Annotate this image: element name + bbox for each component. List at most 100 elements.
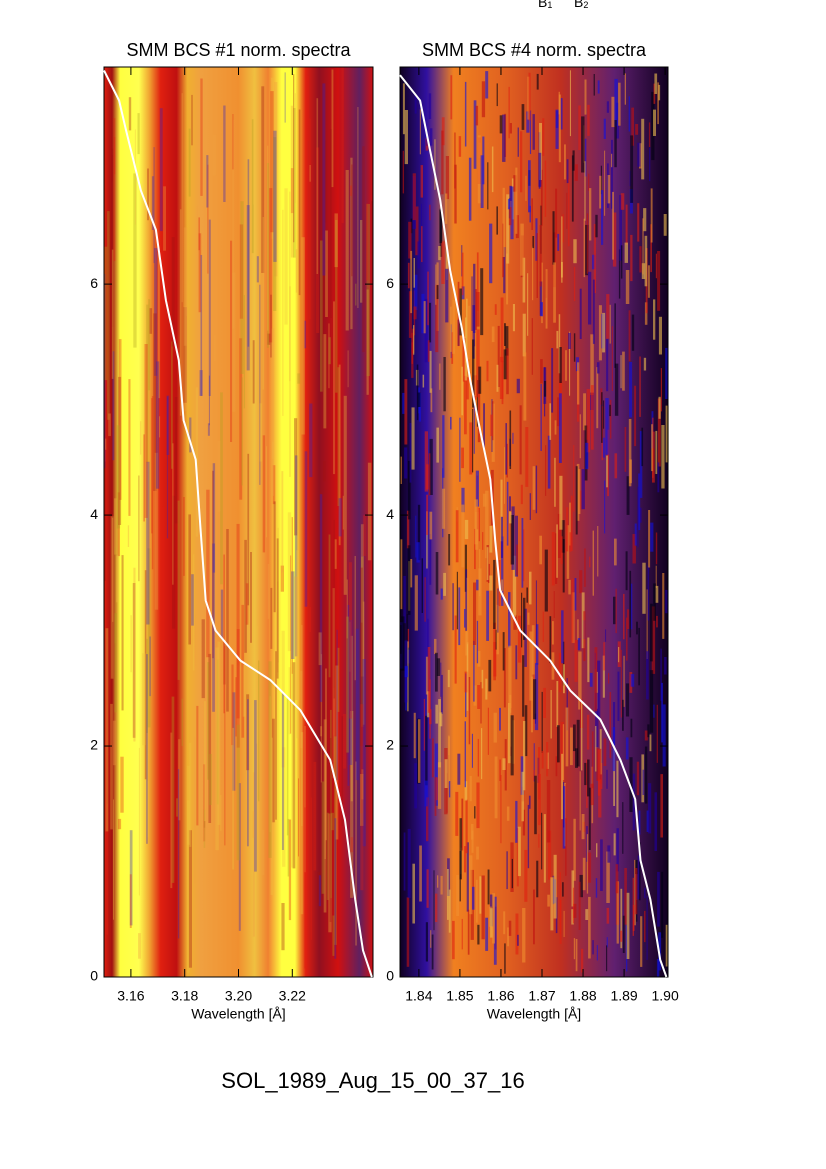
x-tick-label: 3.18 (171, 988, 198, 1004)
spectrogram-streak (539, 225, 542, 287)
spectrogram-streak (269, 696, 272, 833)
y-tick-label: 6 (90, 275, 98, 291)
spectrogram-streak (350, 837, 353, 853)
spectrogram-streak (232, 119, 235, 329)
spectrogram-streak (464, 375, 467, 435)
data-line (103, 70, 373, 978)
spectrogram-streak (586, 834, 589, 894)
spectrogram-streak (236, 629, 240, 748)
spectrogram-streak (614, 453, 618, 479)
spectrogram-streak (554, 457, 556, 507)
spectrogram-streak (586, 759, 588, 808)
spectrogram-streak (454, 132, 456, 189)
x-tick-label: 1.86 (487, 988, 514, 1004)
spectrogram-streak (412, 863, 415, 924)
spectrogram-streak (149, 308, 153, 334)
spectrogram-streak (508, 703, 511, 764)
spectrogram-streak (626, 617, 628, 661)
spectrogram-streak (239, 224, 244, 319)
spectrogram-streak (599, 748, 602, 784)
spectrogram-streak (114, 547, 116, 644)
spectrogram-streak (256, 626, 258, 744)
spectrogram-streak (111, 249, 114, 379)
spectrogram-streak (634, 385, 637, 447)
spectrogram-streak (259, 403, 263, 462)
spectrogram-streak (464, 781, 468, 801)
x-tick-label: 3.20 (225, 988, 252, 1004)
spectrogram-streak (474, 346, 476, 396)
spectrogram-streak (301, 625, 303, 826)
spectrogram-streak (291, 571, 295, 659)
spectrogram-streak (531, 625, 535, 675)
spectrogram-streak (469, 776, 472, 802)
spectrogram-streak (517, 615, 522, 663)
spectrogram-streak (105, 628, 109, 832)
spectrogram-streak (130, 615, 132, 673)
spectrogram-streak (589, 672, 593, 687)
spectrogram-streak (525, 427, 529, 487)
spectrogram-streak (644, 887, 646, 899)
spectrogram-streak (142, 653, 146, 746)
spectrogram-streak (545, 445, 547, 496)
spectrogram-streak (563, 910, 565, 937)
spectrogram-streak (546, 780, 551, 843)
spectrogram-streak (510, 715, 514, 776)
spectrogram-streak (429, 438, 433, 495)
spectrogram-streak (158, 416, 161, 438)
x-tick-label: 1.85 (446, 988, 473, 1004)
spectrogram-streak (589, 188, 592, 241)
spectrogram-streak (521, 104, 525, 130)
spectrogram-streak (536, 860, 539, 898)
spectrogram-streak (271, 328, 275, 496)
spectrogram-streak (650, 603, 653, 662)
spectrogram-streak (347, 350, 349, 388)
spectrogram-streak (658, 84, 661, 101)
spectrogram-streak (555, 756, 558, 777)
spectrogram-streak (337, 647, 340, 712)
spectrogram-streak (582, 857, 586, 891)
spectrogram-streak (147, 168, 149, 221)
spectrogram-streak (555, 109, 559, 149)
spectrogram-streak (517, 934, 519, 946)
spectrogram-streak (584, 762, 588, 786)
spectrogram-streak (304, 807, 308, 969)
x-tick-label: 1.90 (652, 988, 679, 1004)
spectrogram-streak (429, 511, 433, 540)
spectrogram-streak (510, 515, 514, 565)
spectrogram-streak (630, 234, 633, 282)
y-tick-label: 6 (386, 275, 394, 291)
spectrogram-streak (277, 527, 279, 663)
spectrogram-streak (456, 571, 458, 630)
spectrogram-streak (600, 839, 603, 891)
spectrogram-streak (409, 423, 412, 483)
spectrogram-streak (433, 870, 435, 931)
spectrogram-streak (346, 616, 349, 753)
spectrogram-streak (632, 534, 636, 564)
spectrogram-streak (469, 855, 473, 915)
spectrogram-streak (153, 313, 157, 491)
spectrogram-streak (575, 939, 578, 972)
spectrogram-streak (550, 690, 552, 739)
spectrogram-streak (212, 463, 216, 573)
spectrogram-streak (540, 359, 543, 384)
spectrogram-streak (593, 74, 595, 96)
spectrogram-streak (413, 712, 416, 759)
spectrogram-streak (485, 678, 488, 700)
spectrogram-streak (223, 641, 226, 685)
spectrogram-streak (614, 78, 618, 127)
spectrogram-streak (620, 930, 623, 942)
spectrogram-streak (272, 718, 275, 823)
spectrogram-streak (663, 214, 667, 236)
spectrogram-streak (629, 362, 633, 418)
spectrogram-streak (641, 427, 644, 467)
spectrogram-streak (637, 486, 639, 548)
spectrogram-streak (614, 303, 616, 368)
spectrogram-streak (465, 569, 468, 631)
spectrogram-streak (561, 216, 563, 283)
spectrogram-streak (620, 193, 625, 210)
spectrogram-streak (544, 160, 547, 217)
spectrogram-streak (557, 725, 560, 763)
spectrogram-streak (533, 770, 535, 781)
spectrogram-streak (465, 317, 467, 363)
spectrogram-streak (132, 583, 136, 738)
